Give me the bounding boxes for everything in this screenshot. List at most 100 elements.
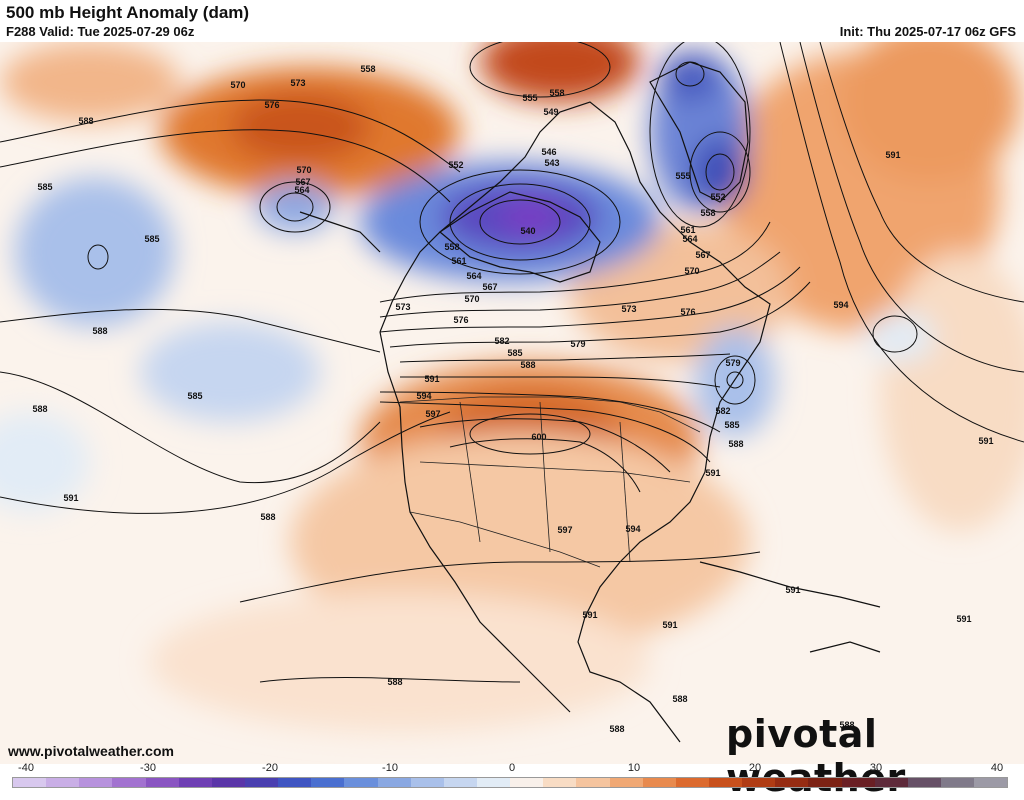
map-title: 500 mb Height Anomaly (dam)	[6, 3, 250, 22]
contour-label: 591	[705, 468, 720, 478]
colorbar-swatch	[377, 778, 411, 787]
contour-label: 561	[680, 225, 695, 235]
contour-label: 570	[296, 165, 311, 175]
contour-label: 594	[625, 524, 640, 534]
contour-label: 594	[833, 300, 848, 310]
contour-label: 567	[295, 177, 310, 187]
colorbar-swatch	[79, 778, 113, 787]
contour-label: 576	[264, 100, 279, 110]
colorbar-swatch	[742, 778, 776, 787]
colorbar-swatch	[841, 778, 875, 787]
contour-label: 573	[621, 304, 636, 314]
contour-label: 564	[466, 271, 481, 281]
contour-label: 585	[507, 348, 522, 358]
contour-label: 573	[290, 78, 305, 88]
contour-label: 546	[541, 147, 556, 157]
coastlines	[299, 61, 881, 743]
colorbar-swatch	[443, 778, 477, 787]
contour-label: 564	[682, 234, 697, 244]
website-label: www.pivotalweather.com	[8, 743, 174, 759]
colorbar-swatch	[145, 778, 179, 787]
contour-label: 579	[725, 358, 740, 368]
colorbar-tick-label: 0	[508, 762, 516, 774]
colorbar-swatch	[576, 778, 610, 787]
contour-label: 600	[531, 432, 546, 442]
colorbar-swatch	[675, 778, 709, 787]
contour-label: 585	[724, 420, 739, 430]
contour-label: 591	[885, 150, 900, 160]
colorbar-swatch	[476, 778, 511, 787]
contour-label: 597	[425, 409, 440, 419]
contour-label: 588	[387, 677, 402, 687]
colorbar-swatch	[311, 778, 345, 787]
colorbar-ticks: -40 -30 -20 -10 0 10 20 30 40	[0, 762, 1024, 776]
colorbar-swatch	[808, 778, 842, 787]
colorbar-tick-label: -30	[140, 762, 156, 774]
colorbar-tick-label: 10	[627, 762, 641, 774]
contour-label: 588	[672, 694, 687, 704]
contour-label: 567	[482, 282, 497, 292]
colorbar-swatch	[112, 778, 146, 787]
contour-label: 543	[544, 158, 559, 168]
contour-label: 591	[582, 610, 597, 620]
contour-label: 591	[63, 493, 78, 503]
contour-label: 585	[144, 234, 159, 244]
contour-label: 588	[839, 720, 854, 730]
contour-label: 582	[494, 336, 509, 346]
contour-label: 555	[522, 93, 537, 103]
anomaly-map[interactable]: 570 573 558 576 588 555 558 549 546 543 552 570 567 5…	[0, 42, 1024, 764]
contour-label: 588	[32, 404, 47, 414]
contour-label: 555	[675, 171, 690, 181]
colorbar-swatch	[510, 778, 544, 787]
colorbar-swatch	[974, 778, 1008, 787]
contour-label: 588	[78, 116, 93, 126]
contour-label: 570	[684, 266, 699, 276]
colorbar-swatch	[543, 778, 577, 787]
contour-label: 591	[978, 436, 993, 446]
height-contours	[0, 42, 1024, 683]
colorbar-swatch	[344, 778, 378, 787]
borders	[399, 396, 701, 568]
contour-label: 579	[570, 339, 585, 349]
colorbar-swatch	[46, 778, 80, 787]
colorbar-tick-label: 20	[748, 762, 762, 774]
contour-label: 588	[260, 512, 275, 522]
colorbar-tick-label: -40	[18, 762, 34, 774]
colorbar-tick-label: -20	[262, 762, 278, 774]
contour-label: 567	[695, 250, 710, 260]
contour-label: 552	[448, 160, 463, 170]
contour-label: 585	[187, 391, 202, 401]
colorbar-swatch	[775, 778, 809, 787]
header: 500 mb Height Anomaly (dam) F288 Valid: …	[0, 0, 1024, 42]
contour-label: 594	[416, 391, 431, 401]
colorbar-swatch	[642, 778, 676, 787]
contour-label: 591	[424, 374, 439, 384]
colorbar-swatch	[211, 778, 245, 787]
colorbar-swatch	[278, 778, 312, 787]
contour-label: 588	[92, 326, 107, 336]
colorbar-swatch	[907, 778, 941, 787]
contour-label: 588	[520, 360, 535, 370]
contour-label: 561	[451, 256, 466, 266]
colorbar-swatch	[178, 778, 212, 787]
contour-label: 558	[549, 88, 564, 98]
contour-label: 570	[464, 294, 479, 304]
init-time: Init: Thu 2025-07-17 06z GFS	[839, 24, 1016, 39]
contour-label: 552	[710, 192, 725, 202]
colorbar-tick-label: 30	[869, 762, 883, 774]
colorbar-swatch	[708, 778, 743, 787]
contour-label: 549	[543, 107, 558, 117]
colorbar-tick-label: 40	[990, 762, 1004, 774]
contour-label: 591	[662, 620, 677, 630]
colorbar-swatch	[13, 778, 47, 787]
contour-label: 570	[230, 80, 245, 90]
contour-label: 558	[360, 64, 375, 74]
contour-label: 588	[609, 724, 624, 734]
contour-label: 588	[728, 439, 743, 449]
contour-label: 558	[700, 208, 715, 218]
contour-label: 582	[715, 406, 730, 416]
colorbar-swatch	[609, 778, 643, 787]
contour-label: 573	[395, 302, 410, 312]
colorbar	[12, 777, 1008, 788]
